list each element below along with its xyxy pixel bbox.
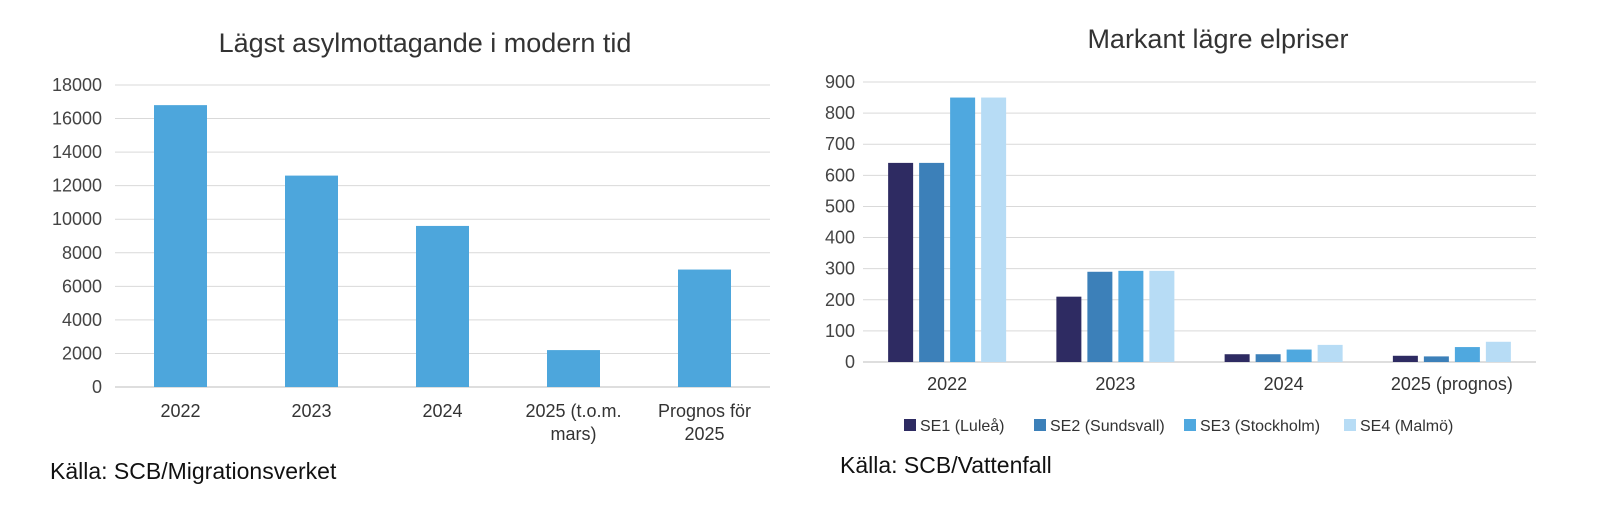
x-tick-label: 2023	[1095, 374, 1135, 394]
asylum-chart-source: Källa: SCB/Migrationsverket	[50, 458, 337, 484]
bar	[950, 97, 976, 363]
bar	[919, 162, 945, 362]
bar	[1224, 354, 1250, 362]
bar	[1255, 354, 1281, 362]
y-tick-label: 700	[825, 134, 855, 154]
x-tick-label: 2022	[927, 374, 967, 394]
legend-label: SE2 (Sundsvall)	[1050, 418, 1165, 435]
x-tick-label: 2025 (t.o.m. mars)	[525, 401, 621, 444]
x-tick-label: 2025 (prognos)	[1391, 374, 1513, 394]
electricity-chart-panel: Markant lägre elpriser 0 100 200 300 400 500 6…	[800, 0, 1614, 514]
x-tick-label: 2023	[291, 401, 331, 421]
asylum-chart-x-axis: 2022 2023 2024 2025 (t.o.m. mars) Prognos för…	[160, 401, 751, 444]
electricity-chart-title: Markant lägre elpriser	[1087, 24, 1348, 54]
asylum-chart-y-axis: 0 2000 4000 6000 8000 10000 12000 14000 16000 180…	[52, 75, 102, 397]
x-tick-label: 2022	[160, 401, 200, 421]
legend-label: SE1 (Luleå)	[920, 417, 1005, 435]
bar	[1118, 270, 1144, 362]
bar	[1392, 355, 1418, 362]
y-tick-label: 18000	[52, 75, 102, 95]
y-tick-label: 600	[825, 165, 855, 185]
y-tick-label: 100	[825, 321, 855, 341]
y-tick-label: 900	[825, 72, 855, 92]
bar	[888, 162, 914, 362]
electricity-chart: Markant lägre elpriser 0 100 200 300 400 500 6…	[825, 24, 1536, 435]
asylum-chart-bars	[154, 105, 731, 387]
y-tick-label: 800	[825, 103, 855, 123]
legend-swatch	[1034, 419, 1046, 431]
electricity-chart-y-axis: 0 100 200 300 400 500 600 700 800 900	[825, 72, 855, 372]
electricity-chart-legend: SE1 (Luleå) SE2 (Sundsvall) SE3 (Stockholm…	[904, 417, 1453, 435]
bar	[1286, 349, 1312, 362]
bar	[1087, 271, 1113, 362]
asylum-chart-panel: Lägst asylmottagande i modern tid 0 2000 4…	[0, 0, 800, 514]
y-tick-label: 0	[845, 352, 855, 372]
y-tick-label: 12000	[52, 176, 102, 196]
y-tick-label: 200	[825, 290, 855, 310]
bar	[678, 269, 731, 387]
electricity-chart-source: Källa: SCB/Vattenfall	[840, 452, 1052, 478]
legend-swatch	[1184, 419, 1196, 431]
legend-swatch	[1344, 419, 1356, 431]
electricity-chart-x-axis: 2022 2023 2024 2025 (prognos)	[927, 374, 1513, 394]
y-tick-label: 14000	[52, 142, 102, 162]
y-tick-label: 2000	[62, 343, 102, 363]
y-tick-label: 10000	[52, 209, 102, 229]
bar	[1454, 347, 1480, 362]
bar	[1485, 341, 1511, 362]
y-tick-label: 16000	[52, 109, 102, 129]
bar	[285, 175, 338, 387]
bar	[981, 97, 1007, 363]
asylum-chart: Lägst asylmottagande i modern tid 0 2000 4…	[52, 28, 770, 444]
bar	[1056, 296, 1082, 362]
legend-label: SE3 (Stockholm)	[1200, 418, 1320, 435]
y-tick-label: 4000	[62, 310, 102, 330]
asylum-chart-title: Lägst asylmottagande i modern tid	[219, 28, 632, 58]
x-tick-label: Prognos för 2025	[658, 401, 751, 444]
y-tick-label: 400	[825, 228, 855, 248]
electricity-chart-gridlines	[863, 81, 1536, 363]
y-tick-label: 8000	[62, 243, 102, 263]
electricity-chart-bars	[888, 97, 1511, 363]
y-tick-label: 0	[92, 377, 102, 397]
legend-swatch	[904, 419, 916, 431]
bar	[154, 105, 207, 387]
bar	[547, 350, 600, 387]
bar	[1317, 344, 1343, 362]
x-tick-label: 2024	[422, 401, 462, 421]
x-tick-label: 2024	[1264, 374, 1304, 394]
y-tick-label: 500	[825, 196, 855, 216]
bar	[1149, 270, 1175, 362]
bar	[1423, 356, 1449, 362]
y-tick-label: 300	[825, 259, 855, 279]
y-tick-label: 6000	[62, 276, 102, 296]
legend-label: SE4 (Malmö)	[1360, 418, 1453, 435]
bar	[416, 225, 469, 387]
